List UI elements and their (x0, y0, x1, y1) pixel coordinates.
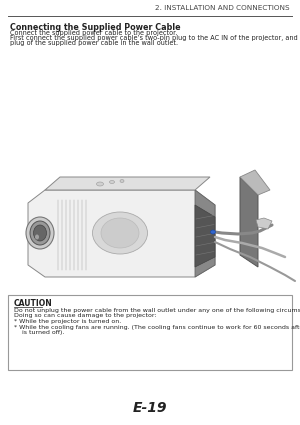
Ellipse shape (120, 179, 124, 182)
Text: Connect the supplied power cable to the projector.: Connect the supplied power cable to the … (10, 30, 177, 36)
Ellipse shape (30, 221, 50, 245)
Ellipse shape (101, 218, 139, 248)
Ellipse shape (92, 212, 148, 254)
Polygon shape (256, 218, 272, 229)
Ellipse shape (97, 182, 104, 186)
Text: Do not unplug the power cable from the wall outlet under any one of the followin: Do not unplug the power cable from the w… (14, 308, 300, 313)
Polygon shape (240, 177, 258, 267)
Polygon shape (240, 170, 270, 195)
Polygon shape (195, 205, 215, 267)
Text: CAUTION: CAUTION (14, 299, 53, 308)
Ellipse shape (35, 235, 39, 240)
Text: First connect the supplied power cable’s two-pin plug to the AC IN of the projec: First connect the supplied power cable’s… (10, 35, 300, 41)
Text: Doing so can cause damage to the projector:: Doing so can cause damage to the project… (14, 314, 157, 318)
Bar (8, 295, 292, 370)
Text: * While the cooling fans are running. (The cooling fans continue to work for 60 : * While the cooling fans are running. (T… (14, 325, 300, 329)
Ellipse shape (110, 181, 115, 184)
Ellipse shape (211, 230, 215, 234)
Text: plug of the supplied power cable in the wall outlet.: plug of the supplied power cable in the … (10, 40, 178, 46)
Text: is turned off).: is turned off). (22, 330, 64, 335)
Polygon shape (195, 190, 215, 277)
Text: Connecting the Supplied Power Cable: Connecting the Supplied Power Cable (10, 23, 181, 32)
Ellipse shape (34, 225, 46, 241)
Text: E-19: E-19 (133, 401, 167, 415)
Polygon shape (28, 190, 215, 277)
Text: 2. INSTALLATION AND CONNECTIONS: 2. INSTALLATION AND CONNECTIONS (155, 5, 290, 11)
Polygon shape (45, 177, 210, 190)
Text: * While the projector is turned on.: * While the projector is turned on. (14, 319, 121, 324)
Ellipse shape (26, 217, 54, 249)
